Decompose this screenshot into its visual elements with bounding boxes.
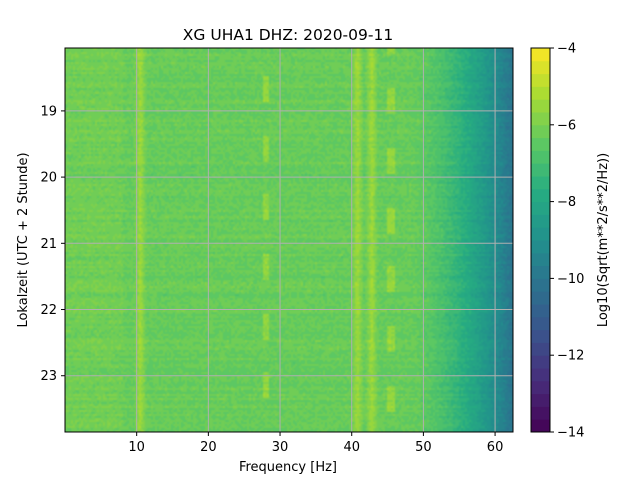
y-tick-label: 23 bbox=[40, 369, 57, 384]
colorbar-segment bbox=[531, 265, 550, 279]
x-tick-label: 30 bbox=[272, 440, 289, 455]
colorbar bbox=[530, 47, 551, 433]
colorbar-segment bbox=[531, 329, 550, 343]
x-axis: 10 20 30 40 50 60 bbox=[128, 432, 503, 455]
colorbar-segment bbox=[531, 342, 550, 356]
x-tick-label: 10 bbox=[128, 440, 145, 455]
y-axis: 19 20 21 22 23 bbox=[40, 104, 65, 384]
colorbar-tick-label: −12 bbox=[557, 349, 584, 364]
colorbar-label: Log10(Sqrt(m**2/s**2/Hz)) bbox=[596, 153, 611, 327]
y-tick-label: 21 bbox=[40, 237, 57, 252]
colorbar-segment bbox=[531, 60, 550, 75]
colorbar-segment bbox=[531, 393, 550, 407]
colorbar-segment bbox=[531, 278, 550, 292]
colorbar-frame bbox=[530, 47, 551, 433]
colorbar-segment bbox=[531, 99, 550, 113]
colorbar-segment bbox=[531, 380, 550, 395]
colorbar-tick-label: −8 bbox=[557, 195, 576, 210]
colorbar-segment bbox=[531, 316, 550, 331]
y-axis-label: Lokalzeit (UTC + 2 Stunde) bbox=[16, 152, 31, 327]
colorbar-segment bbox=[531, 368, 550, 382]
plot-frame bbox=[64, 47, 514, 433]
y-tick-label: 20 bbox=[40, 171, 57, 186]
colorbar-segment bbox=[531, 137, 550, 151]
colorbar-ticks: −4 −6 −8 −10 −12 −14 bbox=[550, 42, 584, 441]
colorbar-tick-label: −10 bbox=[557, 272, 584, 287]
colorbar-segment bbox=[531, 176, 550, 190]
colorbar-tick-label: −6 bbox=[557, 118, 576, 133]
x-tick-label: 60 bbox=[487, 440, 504, 455]
chart-title: XG UHA1 DHZ: 2020-09-11 bbox=[183, 26, 393, 44]
colorbar-segment bbox=[531, 201, 550, 215]
colorbar-segment bbox=[531, 355, 550, 369]
x-tick-label: 20 bbox=[200, 440, 217, 455]
grid-lines bbox=[65, 48, 513, 432]
colorbar-segment bbox=[531, 240, 550, 254]
x-tick-label: 50 bbox=[415, 440, 432, 455]
colorbar-segment bbox=[531, 252, 550, 267]
colorbar-tick-label: −4 bbox=[557, 42, 576, 57]
colorbar-segment bbox=[531, 86, 550, 100]
colorbar-segment bbox=[531, 227, 550, 241]
x-tick-label: 40 bbox=[343, 440, 360, 455]
colorbar-segment bbox=[531, 163, 550, 177]
colorbar-segment bbox=[531, 48, 550, 62]
colorbar-segment bbox=[531, 73, 550, 87]
colorbar-tick-label: −14 bbox=[557, 426, 584, 441]
spectrogram-image bbox=[65, 48, 513, 432]
colorbar-segment bbox=[531, 291, 550, 305]
colorbar-segment bbox=[531, 124, 550, 139]
colorbar-segment bbox=[531, 112, 550, 126]
colorbar-segment bbox=[531, 304, 550, 318]
colorbar-segment bbox=[531, 214, 550, 228]
x-axis-label: Frequency [Hz] bbox=[239, 460, 337, 475]
plot-area bbox=[65, 48, 513, 432]
colorbar-segment bbox=[531, 188, 550, 203]
colorbar-segment bbox=[531, 150, 550, 164]
colorbar-segment bbox=[531, 406, 550, 420]
y-tick-label: 19 bbox=[40, 104, 57, 119]
colorbar-segment bbox=[531, 419, 550, 433]
y-tick-label: 22 bbox=[40, 303, 57, 318]
